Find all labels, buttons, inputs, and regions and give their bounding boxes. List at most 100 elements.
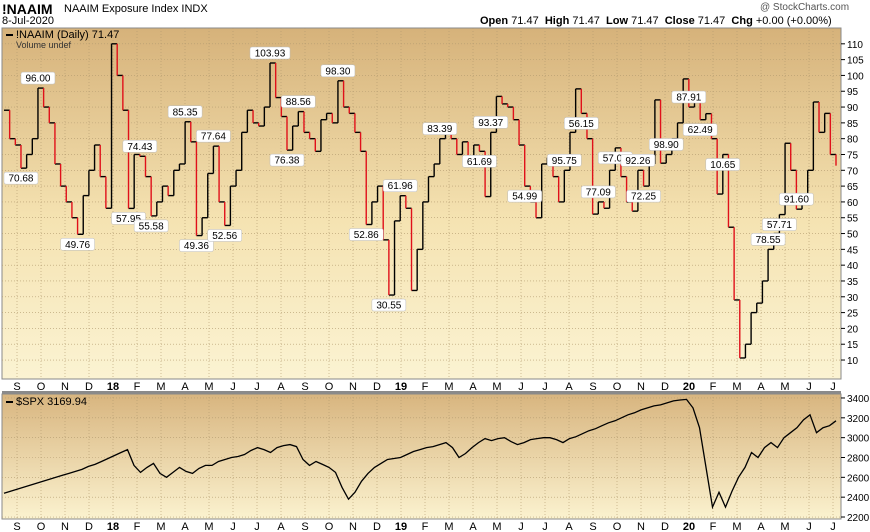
main-legend-sub: Volume undef	[16, 40, 72, 50]
chart-date: 8-Jul-2020	[2, 15, 54, 27]
lower-xtick-label: N	[637, 521, 645, 532]
data-label: 96.00	[20, 71, 56, 85]
main-xtick-label: A	[469, 381, 477, 393]
data-label: 98.30	[320, 64, 356, 77]
quote-low-label: Low	[606, 15, 629, 27]
quote-high-value: 71.47	[572, 15, 600, 27]
watermark: @ StockCharts.com	[760, 2, 850, 13]
lower-xtick-label: J	[518, 521, 524, 532]
quote-open-value: 71.47	[511, 15, 539, 27]
main-ytick-label: 15	[847, 340, 859, 351]
svg-text:98.90: 98.90	[654, 140, 679, 151]
lower-xtick-label: D	[661, 521, 669, 532]
main-xtick-label: D	[85, 381, 93, 393]
lower-x-axis: S O N D 18 F M A M J J A S O N D 19 F M A M J J A S O N D 20 F M A M J J	[13, 521, 835, 532]
data-label: 88.56	[281, 95, 316, 108]
data-label: 95.75	[547, 154, 582, 167]
data-label: 77.64	[196, 129, 231, 143]
svg-text:49.36: 49.36	[184, 241, 209, 252]
svg-text:103.93: 103.93	[255, 49, 286, 60]
svg-text:61.69: 61.69	[467, 157, 492, 168]
svg-text:10.65: 10.65	[710, 160, 735, 171]
main-ytick-label: 20	[847, 324, 859, 335]
lower-ytick-label: 3400	[847, 394, 870, 405]
svg-text:76.38: 76.38	[274, 156, 299, 167]
main-xtick-label: A	[277, 381, 285, 393]
main-xtick-label: 19	[395, 381, 407, 393]
main-ytick-label: 105	[847, 56, 864, 67]
data-label: 56.15	[564, 117, 599, 130]
svg-text:87.91: 87.91	[676, 93, 701, 104]
main-legend: !NAAIM (Daily) 71.47 Volume undef	[6, 29, 119, 50]
main-y-axis: 10 15 20 25 30 35 40 45 50 55 60 65 70 75 80 85 90 95 100 1…	[841, 40, 864, 367]
lower-xtick-label: F	[422, 521, 429, 532]
main-ytick-label: 30	[847, 293, 859, 304]
lower-xtick-label: J	[806, 521, 812, 532]
svg-text:98.30: 98.30	[325, 66, 350, 77]
main-ytick-label: 40	[847, 261, 859, 272]
lower-xtick-label: 20	[683, 521, 695, 532]
main-xtick-label: M	[732, 381, 741, 393]
main-x-axis: S O N D 18 F M A M J J A S O N D 19 F M A M J J A S O N D 20 F M A M J J	[13, 381, 835, 393]
main-xtick-label: O	[325, 381, 334, 393]
data-label: 103.93	[249, 46, 291, 60]
lower-xtick-label: J	[254, 521, 260, 532]
svg-text:62.49: 62.49	[688, 125, 713, 136]
main-ytick-label: 45	[847, 245, 859, 256]
main-xtick-label: M	[444, 381, 453, 393]
main-xtick-label: J	[254, 381, 260, 393]
main-xtick-label: M	[780, 381, 789, 393]
main-ytick-label: 55	[847, 214, 859, 225]
lower-ytick-label: 3000	[847, 434, 870, 445]
data-label: 10.65	[705, 158, 741, 171]
svg-text:30.55: 30.55	[376, 301, 401, 312]
data-label: 74.43	[122, 140, 158, 153]
main-xtick-label: A	[757, 381, 765, 393]
svg-text:77.09: 77.09	[586, 187, 611, 198]
main-ytick-label: 35	[847, 277, 859, 288]
data-label: 72.25	[626, 189, 661, 203]
lower-xtick-label: J	[542, 521, 548, 532]
symbol-name: NAAIM Exposure Index INDX	[64, 3, 208, 15]
svg-text:88.56: 88.56	[286, 97, 311, 108]
svg-text:57.08: 57.08	[603, 153, 628, 164]
data-label: 70.68	[3, 171, 39, 185]
data-label: 77.09	[581, 185, 616, 198]
main-xtick-label: J	[518, 381, 524, 393]
lower-xtick-label: M	[204, 521, 213, 532]
lower-ytick-label: 2600	[847, 473, 870, 484]
data-label: 85.35	[167, 105, 203, 118]
main-xtick-label: N	[61, 381, 69, 393]
svg-text:74.43: 74.43	[127, 142, 152, 153]
svg-text:52.86: 52.86	[354, 230, 379, 241]
main-xtick-label: D	[373, 381, 381, 393]
chart-header: !NAAIM NAAIM Exposure Index INDX @ Stock…	[0, 0, 870, 30]
lower-xtick-label: D	[373, 521, 381, 532]
main-xtick-label: J	[830, 381, 836, 393]
lower-xtick-label: O	[37, 521, 46, 532]
lower-xtick-label: M	[780, 521, 789, 532]
main-ytick-label: 95	[847, 87, 859, 98]
svg-text:96.00: 96.00	[25, 74, 50, 85]
quote-line: Open 71.47 High 71.47 Low 71.47 Close 71…	[480, 15, 832, 27]
main-ytick-label: 90	[847, 103, 859, 114]
quote-high-label: High	[544, 15, 570, 27]
data-label: 49.76	[60, 238, 95, 251]
svg-text:95.75: 95.75	[552, 156, 577, 167]
main-xtick-label: F	[710, 381, 717, 393]
main-xtick-label: O	[613, 381, 622, 393]
main-xtick-label: F	[134, 381, 141, 393]
svg-text:54.99: 54.99	[512, 192, 537, 203]
lower-xtick-label: J	[230, 521, 236, 532]
lower-xtick-label: N	[349, 521, 357, 532]
lower-xtick-label: A	[469, 521, 477, 532]
main-ytick-label: 80	[847, 135, 859, 146]
main-xtick-label: A	[565, 381, 573, 393]
spx-line	[3, 398, 837, 510]
lower-xtick-label: S	[589, 521, 596, 532]
lower-xtick-label: A	[757, 521, 765, 532]
main-xtick-label: M	[204, 381, 213, 393]
data-label: 92.26	[620, 154, 656, 167]
lower-panel-bg	[1, 393, 842, 520]
data-label: 98.90	[648, 138, 684, 151]
